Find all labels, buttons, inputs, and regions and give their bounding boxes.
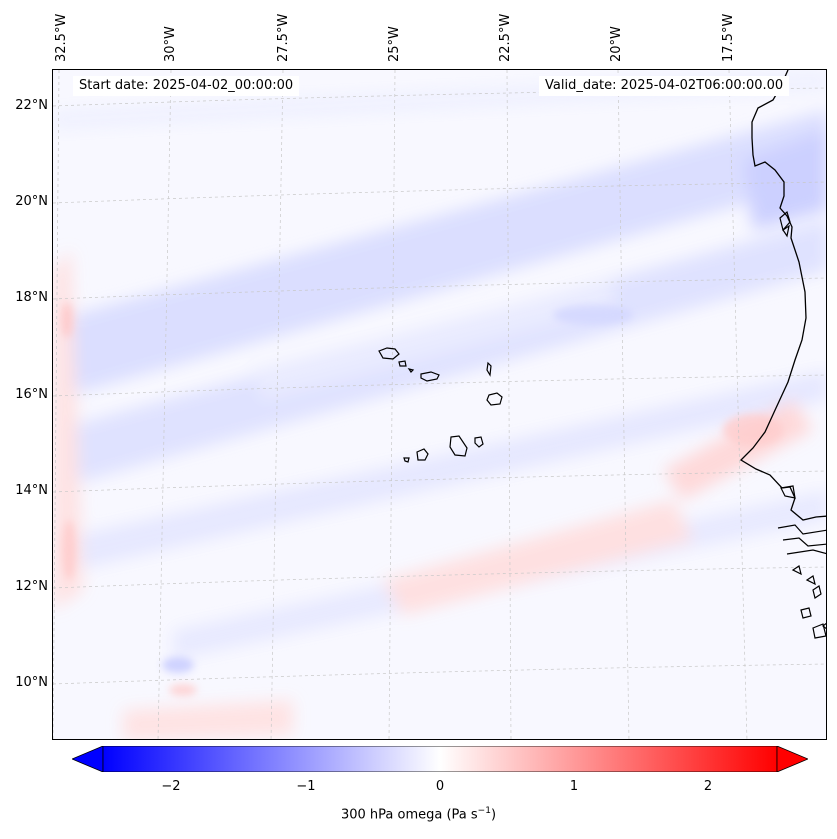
negative-omega-cell [162,657,194,673]
colorbar-tick-0: 0 [435,779,445,794]
island-sal [486,361,492,377]
island-brava [403,457,410,463]
negative-omega-cell [553,305,633,325]
colorbar-tick-neg2: −2 [161,779,181,794]
colorbar-label-close: ) [490,807,497,823]
negative-omega-band [53,220,826,490]
lat-label-18n: 18°N [15,290,48,305]
lat-label-12n: 12°N [15,579,48,594]
valid-date-label: Valid_date: 2025-04-02T06:00:00.00 [539,76,790,96]
graticule [53,70,826,739]
island-boa-vista [486,392,503,406]
lon-label-20w: 20°W [609,26,624,62]
omega-field-map [53,70,826,739]
start-date-label: Start date: 2025-04-02_00:00:00 [73,76,300,96]
lat-label-20n: 20°N [15,194,48,209]
gridline-lon-30 [157,70,172,739]
negative-omega-band [53,110,826,400]
guinea-bissau-coast [777,524,826,555]
map-panel[interactable] [52,69,827,740]
gridline-lon-22-5 [506,70,512,739]
negative-omega-band [743,130,826,230]
island-fogo [416,448,429,461]
omega-field-contours [53,70,826,739]
positive-omega-cell [723,414,783,446]
coast-inlet [780,485,796,499]
lon-label-22-5w: 22.5°W [498,13,513,62]
lat-label-14n: 14°N [15,483,48,498]
coast-inlet [782,224,790,238]
coastal-details [777,210,826,639]
gridline-lon-27-5 [270,70,284,739]
colorbar-extend-min [72,746,104,772]
negative-omega-band [53,370,826,575]
colorbar-tick-1: 1 [569,779,579,794]
island-maio [474,436,484,448]
positive-omega-band [53,250,83,610]
island-santa-luzia [407,368,415,373]
gridline-lon-25 [388,70,396,739]
lon-label-27-5w: 27.5°W [276,13,291,62]
cape-verde-islands [378,347,503,463]
positive-omega-band [123,700,293,739]
lon-label-17-5w: 17.5°W [721,13,736,62]
lon-label-25w: 25°W [387,26,402,62]
lat-label-10n: 10°N [15,675,48,690]
positive-omega-cell [62,520,76,580]
island-sao-nicolau [420,371,440,382]
positive-omega-cell [169,684,197,696]
gridline-lon-32-5 [53,70,60,739]
coast-inlet [779,210,791,232]
positive-omega-cell [61,302,73,338]
colorbar-tick-2: 2 [703,779,713,794]
coast-islet [812,623,826,639]
positive-omega-band [383,500,693,615]
omega-field-detail [61,302,783,696]
colorbar-label-main: 300 hPa omega (Pa s [340,807,478,823]
island-sao-vicente [398,360,407,367]
colorbar-tick-neg1: −1 [296,779,316,794]
lon-label-30w: 30°W [163,26,178,62]
bijagos-islands [791,565,826,630]
colorbar-extend-max [776,746,808,772]
negative-omega-band [253,280,613,400]
colorbar-label-exponent: −1 [477,806,491,816]
island-santo-antao [378,347,400,360]
gridline-lon-17-5 [728,70,748,739]
colorbar-label: 300 hPa omega (Pa s−1) [0,806,837,822]
lat-label-22n: 22°N [15,98,48,113]
lat-label-16n: 16°N [15,387,48,402]
island-santiago [449,435,468,457]
colorbar-gradient [102,746,778,772]
gridline-lon-20 [617,70,630,739]
colorbar [72,746,808,772]
lon-label-32-5w: 32.5°W [54,13,69,62]
coast-islet [800,607,812,619]
